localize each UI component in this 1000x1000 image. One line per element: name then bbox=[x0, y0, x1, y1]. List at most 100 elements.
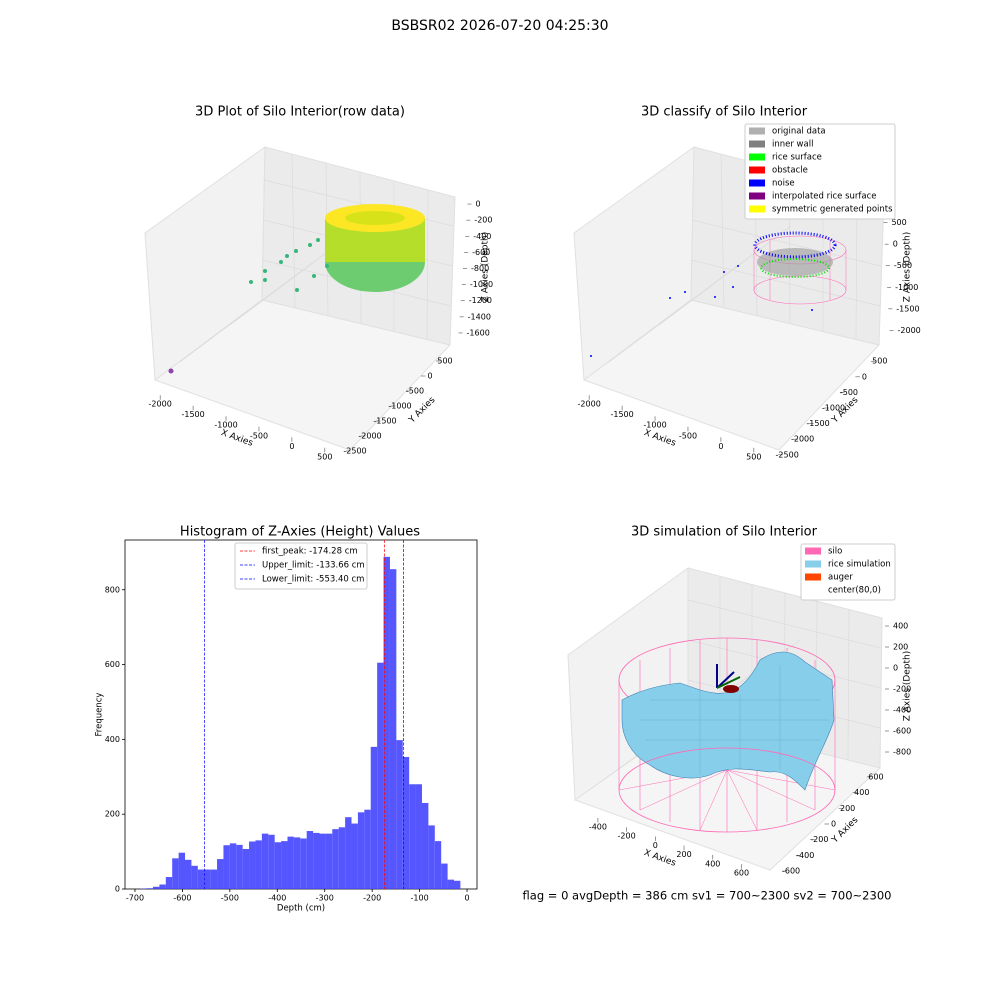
y-tick-label: 0 bbox=[115, 885, 120, 894]
legend-label: noise bbox=[772, 179, 795, 189]
chart-title: 3D simulation of Silo Interior bbox=[631, 525, 818, 540]
y-tick-label: -2000 bbox=[791, 435, 814, 444]
x-tick-label: -600 bbox=[173, 894, 191, 903]
legend-label: inner wall bbox=[772, 140, 813, 150]
x-tick-label: 500 bbox=[317, 452, 332, 461]
bar bbox=[191, 865, 198, 889]
bar bbox=[364, 809, 371, 889]
legend-label: symmetric generated points bbox=[772, 205, 893, 215]
y-axis-label: Frequency bbox=[95, 693, 105, 737]
bar bbox=[249, 841, 256, 889]
bar bbox=[178, 852, 186, 889]
legend-swatch bbox=[749, 192, 765, 200]
y-tick-label: 200 bbox=[105, 810, 120, 819]
y-tick-label: -600 bbox=[782, 867, 800, 876]
x-tick-label: -1000 bbox=[643, 421, 666, 430]
z-tick-label: -200 bbox=[474, 216, 492, 225]
y-tick-label: -400 bbox=[796, 851, 814, 860]
x-tick-label: -200 bbox=[618, 832, 636, 841]
y-tick-label: -500 bbox=[406, 387, 424, 396]
panel-1-cloud bbox=[168, 204, 425, 374]
x-tick-label: -1500 bbox=[181, 410, 204, 419]
bar bbox=[146, 888, 153, 889]
bar bbox=[409, 784, 416, 889]
legend-label: Lower_limit: -553.40 cm bbox=[262, 575, 364, 585]
bar bbox=[236, 844, 243, 889]
x-axis-label: X Axies bbox=[642, 848, 677, 869]
z-tick-label: -800 bbox=[471, 264, 489, 273]
z-tick-label: -400 bbox=[473, 232, 491, 241]
y-tick-label: -1000 bbox=[388, 402, 411, 411]
footer-text: flag = 0 avgDepth = 386 cm sv1 = 700~230… bbox=[523, 889, 892, 903]
bar bbox=[396, 740, 403, 889]
legend-swatch bbox=[805, 586, 821, 594]
bar bbox=[389, 569, 397, 889]
x-tick-label: -100 bbox=[411, 894, 429, 903]
legend-swatch bbox=[749, 153, 765, 161]
x-tick-label: -2000 bbox=[149, 400, 172, 409]
y-tick-label: 0 bbox=[862, 372, 867, 381]
bar bbox=[357, 812, 365, 889]
z-tick-label: 0 bbox=[893, 664, 898, 673]
x-tick-label: 200 bbox=[676, 850, 691, 859]
bar bbox=[441, 863, 448, 889]
bar bbox=[351, 823, 358, 889]
legend-swatch bbox=[749, 166, 765, 174]
z-tick-label: -1400 bbox=[468, 312, 491, 321]
figure-title: BSBSR02 2026-07-20 04:25:30 bbox=[391, 18, 608, 34]
z-tick-label: 400 bbox=[893, 622, 908, 631]
legend-label: interpolated rice surface bbox=[772, 192, 877, 202]
z-tick-label: 0 bbox=[893, 240, 898, 249]
x-tick-label: 0 bbox=[718, 442, 723, 451]
bar bbox=[255, 840, 262, 889]
legend-label: auger bbox=[828, 573, 853, 583]
x-tick-label: 0 bbox=[464, 894, 469, 903]
bar bbox=[159, 884, 166, 889]
bar bbox=[204, 869, 211, 889]
legend-label: center(80,0) bbox=[828, 586, 881, 596]
x-tick-label: -700 bbox=[126, 894, 144, 903]
y-tick-label: 0 bbox=[427, 372, 432, 381]
legend-box bbox=[234, 542, 368, 590]
bar bbox=[447, 879, 454, 889]
x-tick-label: -400 bbox=[589, 823, 607, 832]
y-tick-label: -1500 bbox=[806, 419, 829, 428]
legend-swatch bbox=[749, 140, 765, 148]
x-tick-label: 500 bbox=[746, 452, 761, 461]
bar bbox=[421, 802, 429, 889]
legend-label: obstacle bbox=[772, 166, 808, 176]
y-axis-label: Y Axies bbox=[407, 395, 438, 426]
legend-swatch bbox=[805, 547, 821, 555]
x-tick-label: 600 bbox=[734, 869, 749, 878]
x-tick-label: -400 bbox=[268, 894, 286, 903]
z-axis-label: Z Axies (Depth) bbox=[481, 232, 491, 303]
bar bbox=[268, 834, 275, 889]
y-tick-label: 500 bbox=[872, 357, 887, 366]
bar bbox=[345, 817, 352, 889]
z-tick-label: -800 bbox=[893, 748, 911, 757]
x-tick-label: -1000 bbox=[214, 421, 237, 430]
y-tick-label: -2000 bbox=[358, 432, 381, 441]
legend-swatch bbox=[805, 560, 821, 568]
legend-box bbox=[744, 123, 896, 220]
x-tick-label: -500 bbox=[679, 431, 697, 440]
legend-label: Upper_limit: -133.66 cm bbox=[262, 561, 365, 571]
x-tick-label: -1500 bbox=[610, 410, 633, 419]
y-tick-label: 200 bbox=[840, 804, 855, 813]
x-tick-label: -300 bbox=[316, 894, 334, 903]
bar bbox=[152, 886, 160, 889]
y-tick-label: -2500 bbox=[776, 450, 799, 459]
y-tick-label: 500 bbox=[437, 357, 452, 366]
bar bbox=[217, 859, 224, 889]
chart-title: 3D classify of Silo Interior bbox=[641, 105, 808, 120]
legend-label: original data bbox=[772, 127, 826, 137]
z-axis-label: Z Axies (Depth) bbox=[903, 651, 913, 722]
z-tick-label: -2000 bbox=[898, 326, 921, 335]
x-tick-label: 400 bbox=[705, 859, 720, 868]
z-tick-label: 0 bbox=[475, 200, 480, 209]
bar bbox=[428, 825, 435, 889]
bar bbox=[223, 845, 230, 889]
y-tick-label: -500 bbox=[840, 388, 858, 397]
bar bbox=[210, 869, 218, 889]
